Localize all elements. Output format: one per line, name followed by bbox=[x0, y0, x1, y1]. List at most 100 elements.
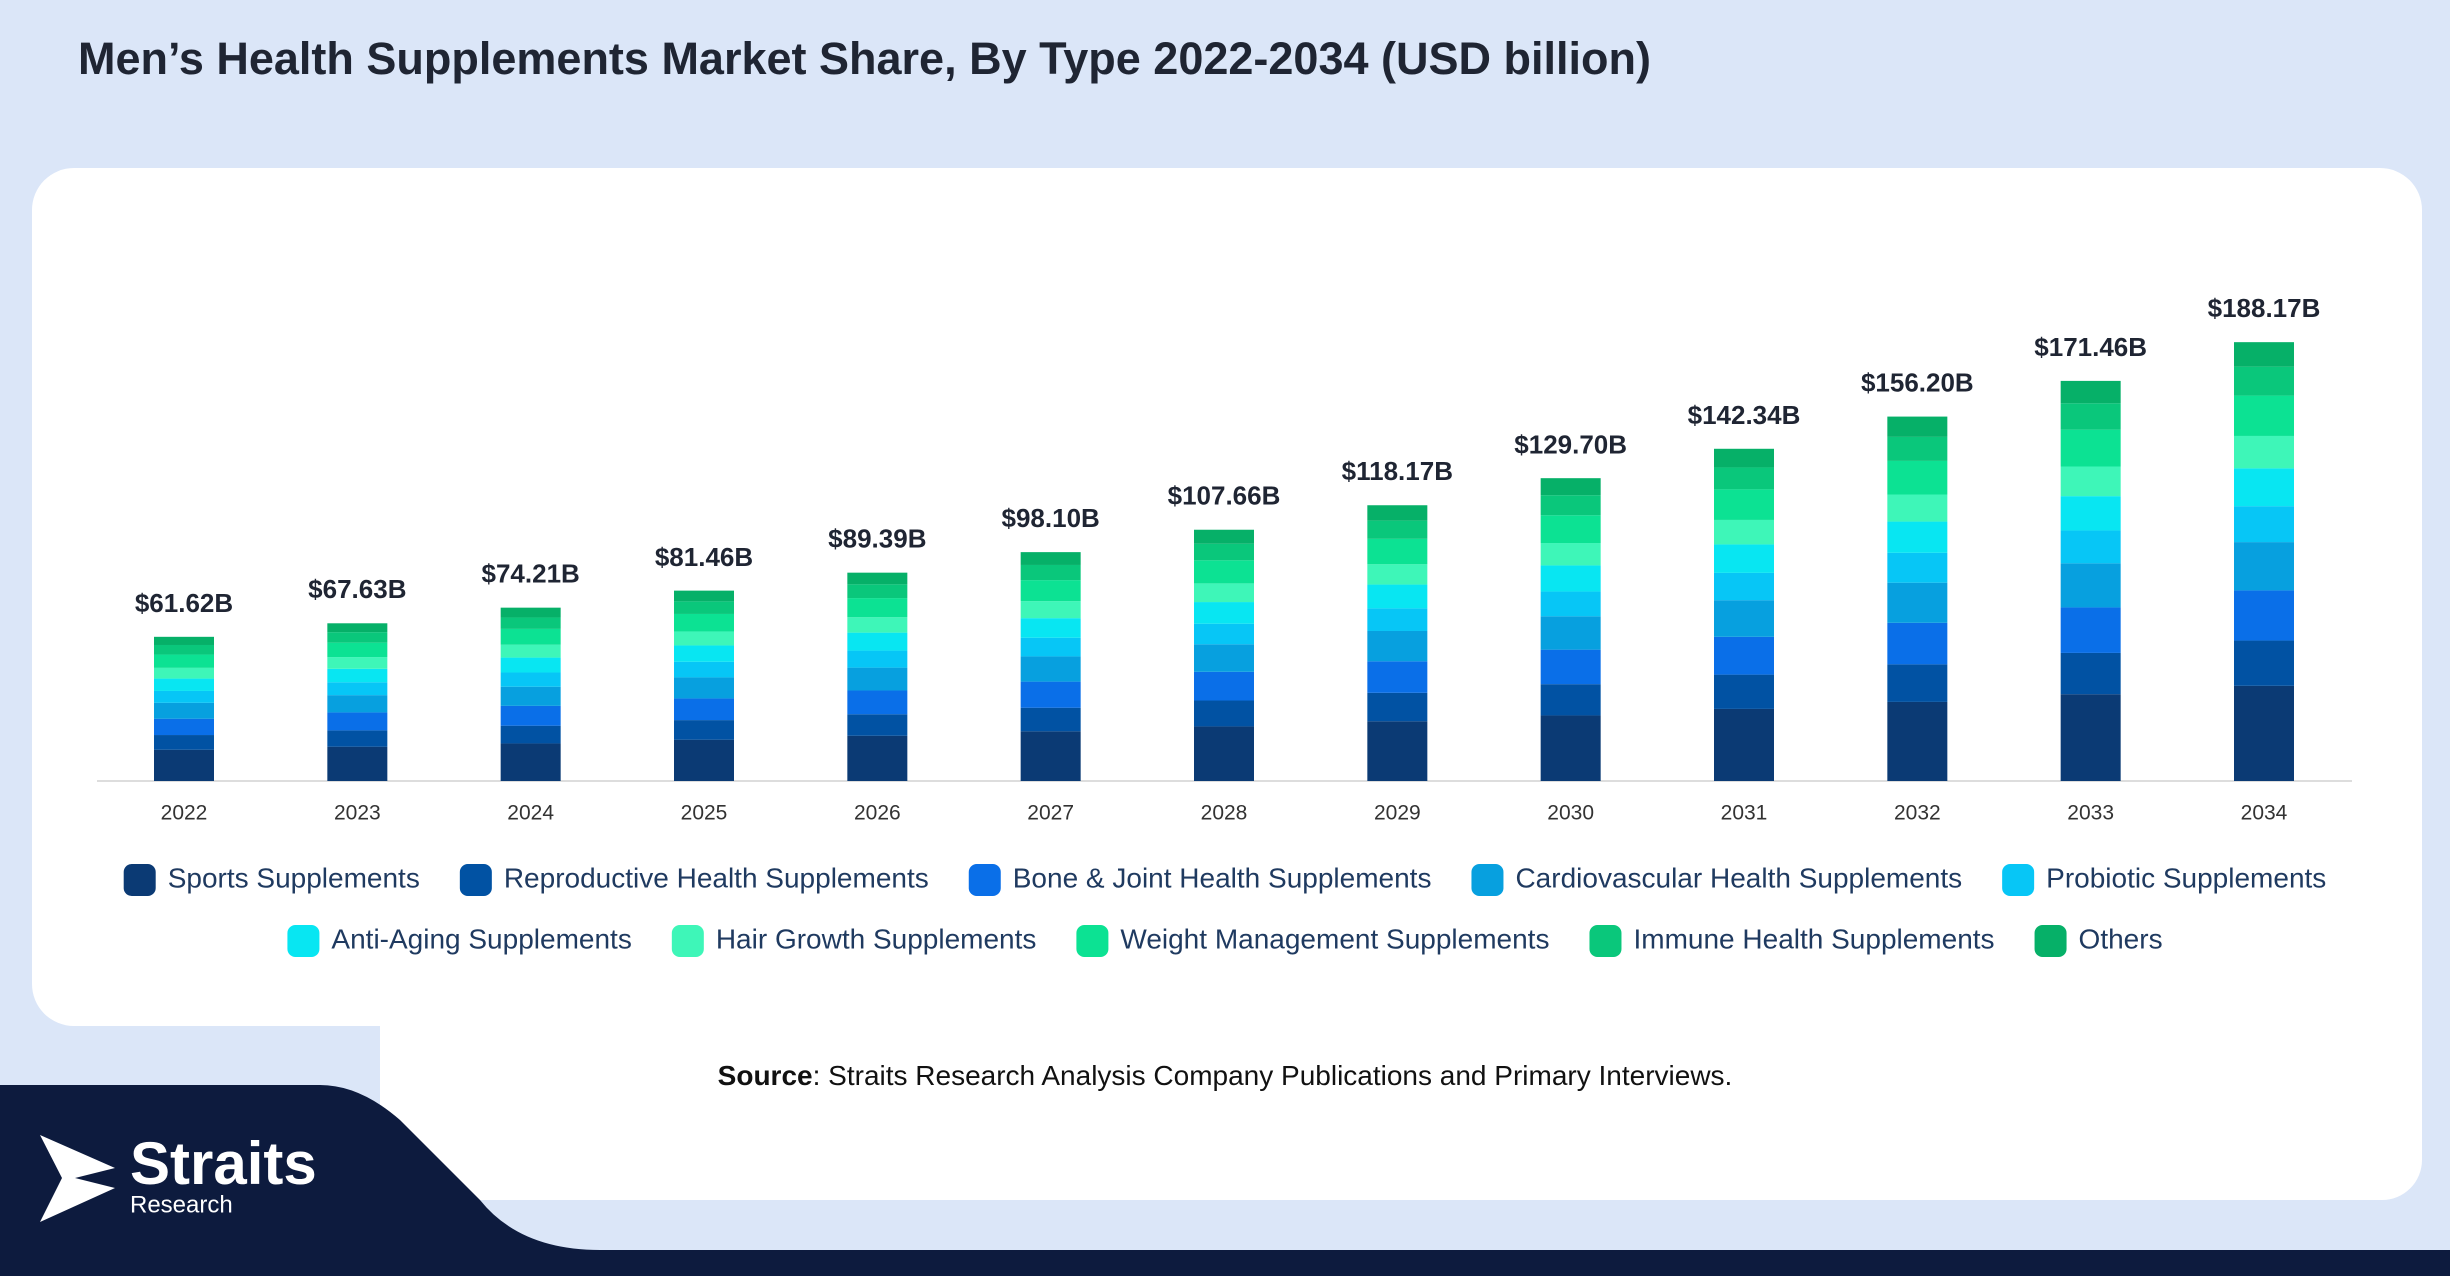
bar-segment bbox=[1194, 602, 1254, 624]
bar-segment bbox=[1367, 538, 1428, 565]
footer-band bbox=[0, 1085, 2450, 1276]
card-lower bbox=[380, 900, 2422, 1200]
bar-segment bbox=[327, 668, 388, 683]
bar-segment bbox=[1194, 543, 1254, 561]
bar-segment bbox=[1887, 622, 1948, 665]
bar-segment bbox=[1020, 637, 1081, 657]
total-label: $129.70B bbox=[1514, 429, 1627, 459]
bar-segment bbox=[327, 746, 388, 781]
bar-segment bbox=[500, 657, 561, 673]
bar-segment bbox=[154, 749, 214, 781]
bar-segment bbox=[1367, 564, 1428, 585]
total-label: $74.21B bbox=[482, 559, 580, 589]
bar-segment bbox=[1367, 520, 1428, 539]
bar-segment bbox=[674, 661, 734, 678]
bar-segment bbox=[2234, 640, 2294, 686]
bar-segment bbox=[1020, 707, 1081, 732]
bar-segment bbox=[2060, 563, 2121, 608]
x-tick-label: 2030 bbox=[1547, 802, 1594, 825]
bar-segment bbox=[1887, 494, 1948, 522]
bar-segment bbox=[327, 642, 388, 658]
bar-segment bbox=[327, 730, 388, 747]
bar-segment bbox=[2234, 435, 2294, 469]
total-label: $67.63B bbox=[308, 574, 406, 604]
bar-segment bbox=[674, 613, 734, 632]
bar-segment bbox=[500, 672, 561, 687]
total-label: $118.17B bbox=[1342, 456, 1453, 486]
legend-marker bbox=[123, 864, 156, 896]
bar-segment bbox=[1194, 560, 1254, 584]
bar-segment bbox=[1367, 721, 1428, 781]
bar-segment bbox=[674, 601, 734, 614]
legend-marker bbox=[968, 864, 1001, 896]
bar-segment bbox=[1887, 521, 1948, 553]
bar-segment bbox=[1020, 601, 1081, 619]
bar-segment bbox=[1714, 572, 1774, 601]
bar-segment bbox=[674, 739, 734, 781]
bar-segment bbox=[2060, 403, 2121, 430]
bar-segment bbox=[327, 695, 388, 713]
bar-segment bbox=[1194, 529, 1254, 544]
bar-segment bbox=[1714, 489, 1774, 520]
bar-segment bbox=[2234, 395, 2294, 436]
x-tick-label: 2026 bbox=[854, 802, 901, 825]
total-label: $61.62B bbox=[135, 588, 233, 618]
total-label: $98.10B bbox=[1002, 503, 1100, 533]
bar-segment bbox=[674, 590, 734, 602]
bar-segment bbox=[1714, 519, 1774, 545]
bar-segment bbox=[327, 657, 388, 669]
bar-segment bbox=[2060, 496, 2121, 531]
bar-segment bbox=[2060, 607, 2121, 653]
legend-label: Reproductive Health Supplements bbox=[504, 862, 929, 893]
legend-label: Bone & Joint Health Supplements bbox=[1013, 862, 1432, 893]
bar-segment bbox=[1194, 623, 1254, 645]
bar-segment bbox=[2060, 694, 2121, 781]
x-tick-label: 2029 bbox=[1374, 802, 1421, 825]
bar-segment bbox=[500, 628, 561, 645]
bar-segment bbox=[500, 725, 561, 744]
bar-segment bbox=[500, 644, 561, 658]
bar-segment bbox=[674, 698, 734, 721]
bar-segment bbox=[847, 714, 908, 736]
bar-segment bbox=[1020, 731, 1081, 781]
bar-segment bbox=[154, 690, 214, 703]
legend-marker bbox=[2002, 864, 2035, 896]
bar-segment bbox=[847, 690, 908, 715]
bar-segment bbox=[1367, 505, 1428, 521]
legend-row: Anti-Aging Supplements Hair Growth Supple… bbox=[287, 923, 2163, 957]
bar-segment bbox=[674, 645, 734, 662]
bar-segment bbox=[327, 712, 388, 731]
source-text: : Straits Research Analysis Company Publ… bbox=[813, 1060, 1733, 1091]
legend-marker bbox=[1076, 925, 1109, 957]
bar-segment bbox=[1714, 636, 1774, 675]
bar-segment bbox=[674, 631, 734, 646]
total-label: $107.66B bbox=[1168, 481, 1281, 511]
bar-segment bbox=[847, 650, 908, 668]
chart-title: Men’s Health Supplements Market Share, B… bbox=[78, 33, 1651, 84]
bar-segment bbox=[1887, 416, 1948, 437]
legend-label: Others bbox=[2079, 923, 2163, 954]
bar-segment bbox=[1020, 552, 1081, 565]
bar-segment bbox=[154, 667, 214, 679]
bar-segment bbox=[847, 735, 908, 781]
bar-segment bbox=[500, 686, 561, 706]
bar-segment bbox=[1540, 478, 1601, 496]
bar-segment bbox=[1714, 600, 1774, 637]
x-tick-label: 2031 bbox=[1721, 802, 1768, 825]
bar-segment bbox=[327, 632, 388, 643]
bar-segment bbox=[1194, 700, 1254, 727]
bar-segment bbox=[500, 607, 561, 618]
bar-segment bbox=[1020, 656, 1081, 682]
x-tick-label: 2023 bbox=[334, 802, 381, 825]
bar-segment bbox=[2060, 530, 2121, 564]
logo-icon bbox=[40, 1135, 115, 1222]
source-label: Source bbox=[718, 1060, 813, 1091]
bar-segment bbox=[1887, 582, 1948, 623]
legend-label: Probiotic Supplements bbox=[2046, 862, 2326, 893]
bar-segment bbox=[847, 667, 908, 691]
bar-segment bbox=[500, 743, 561, 781]
total-label: $171.46B bbox=[2034, 332, 2147, 362]
bar-segment bbox=[154, 678, 214, 691]
